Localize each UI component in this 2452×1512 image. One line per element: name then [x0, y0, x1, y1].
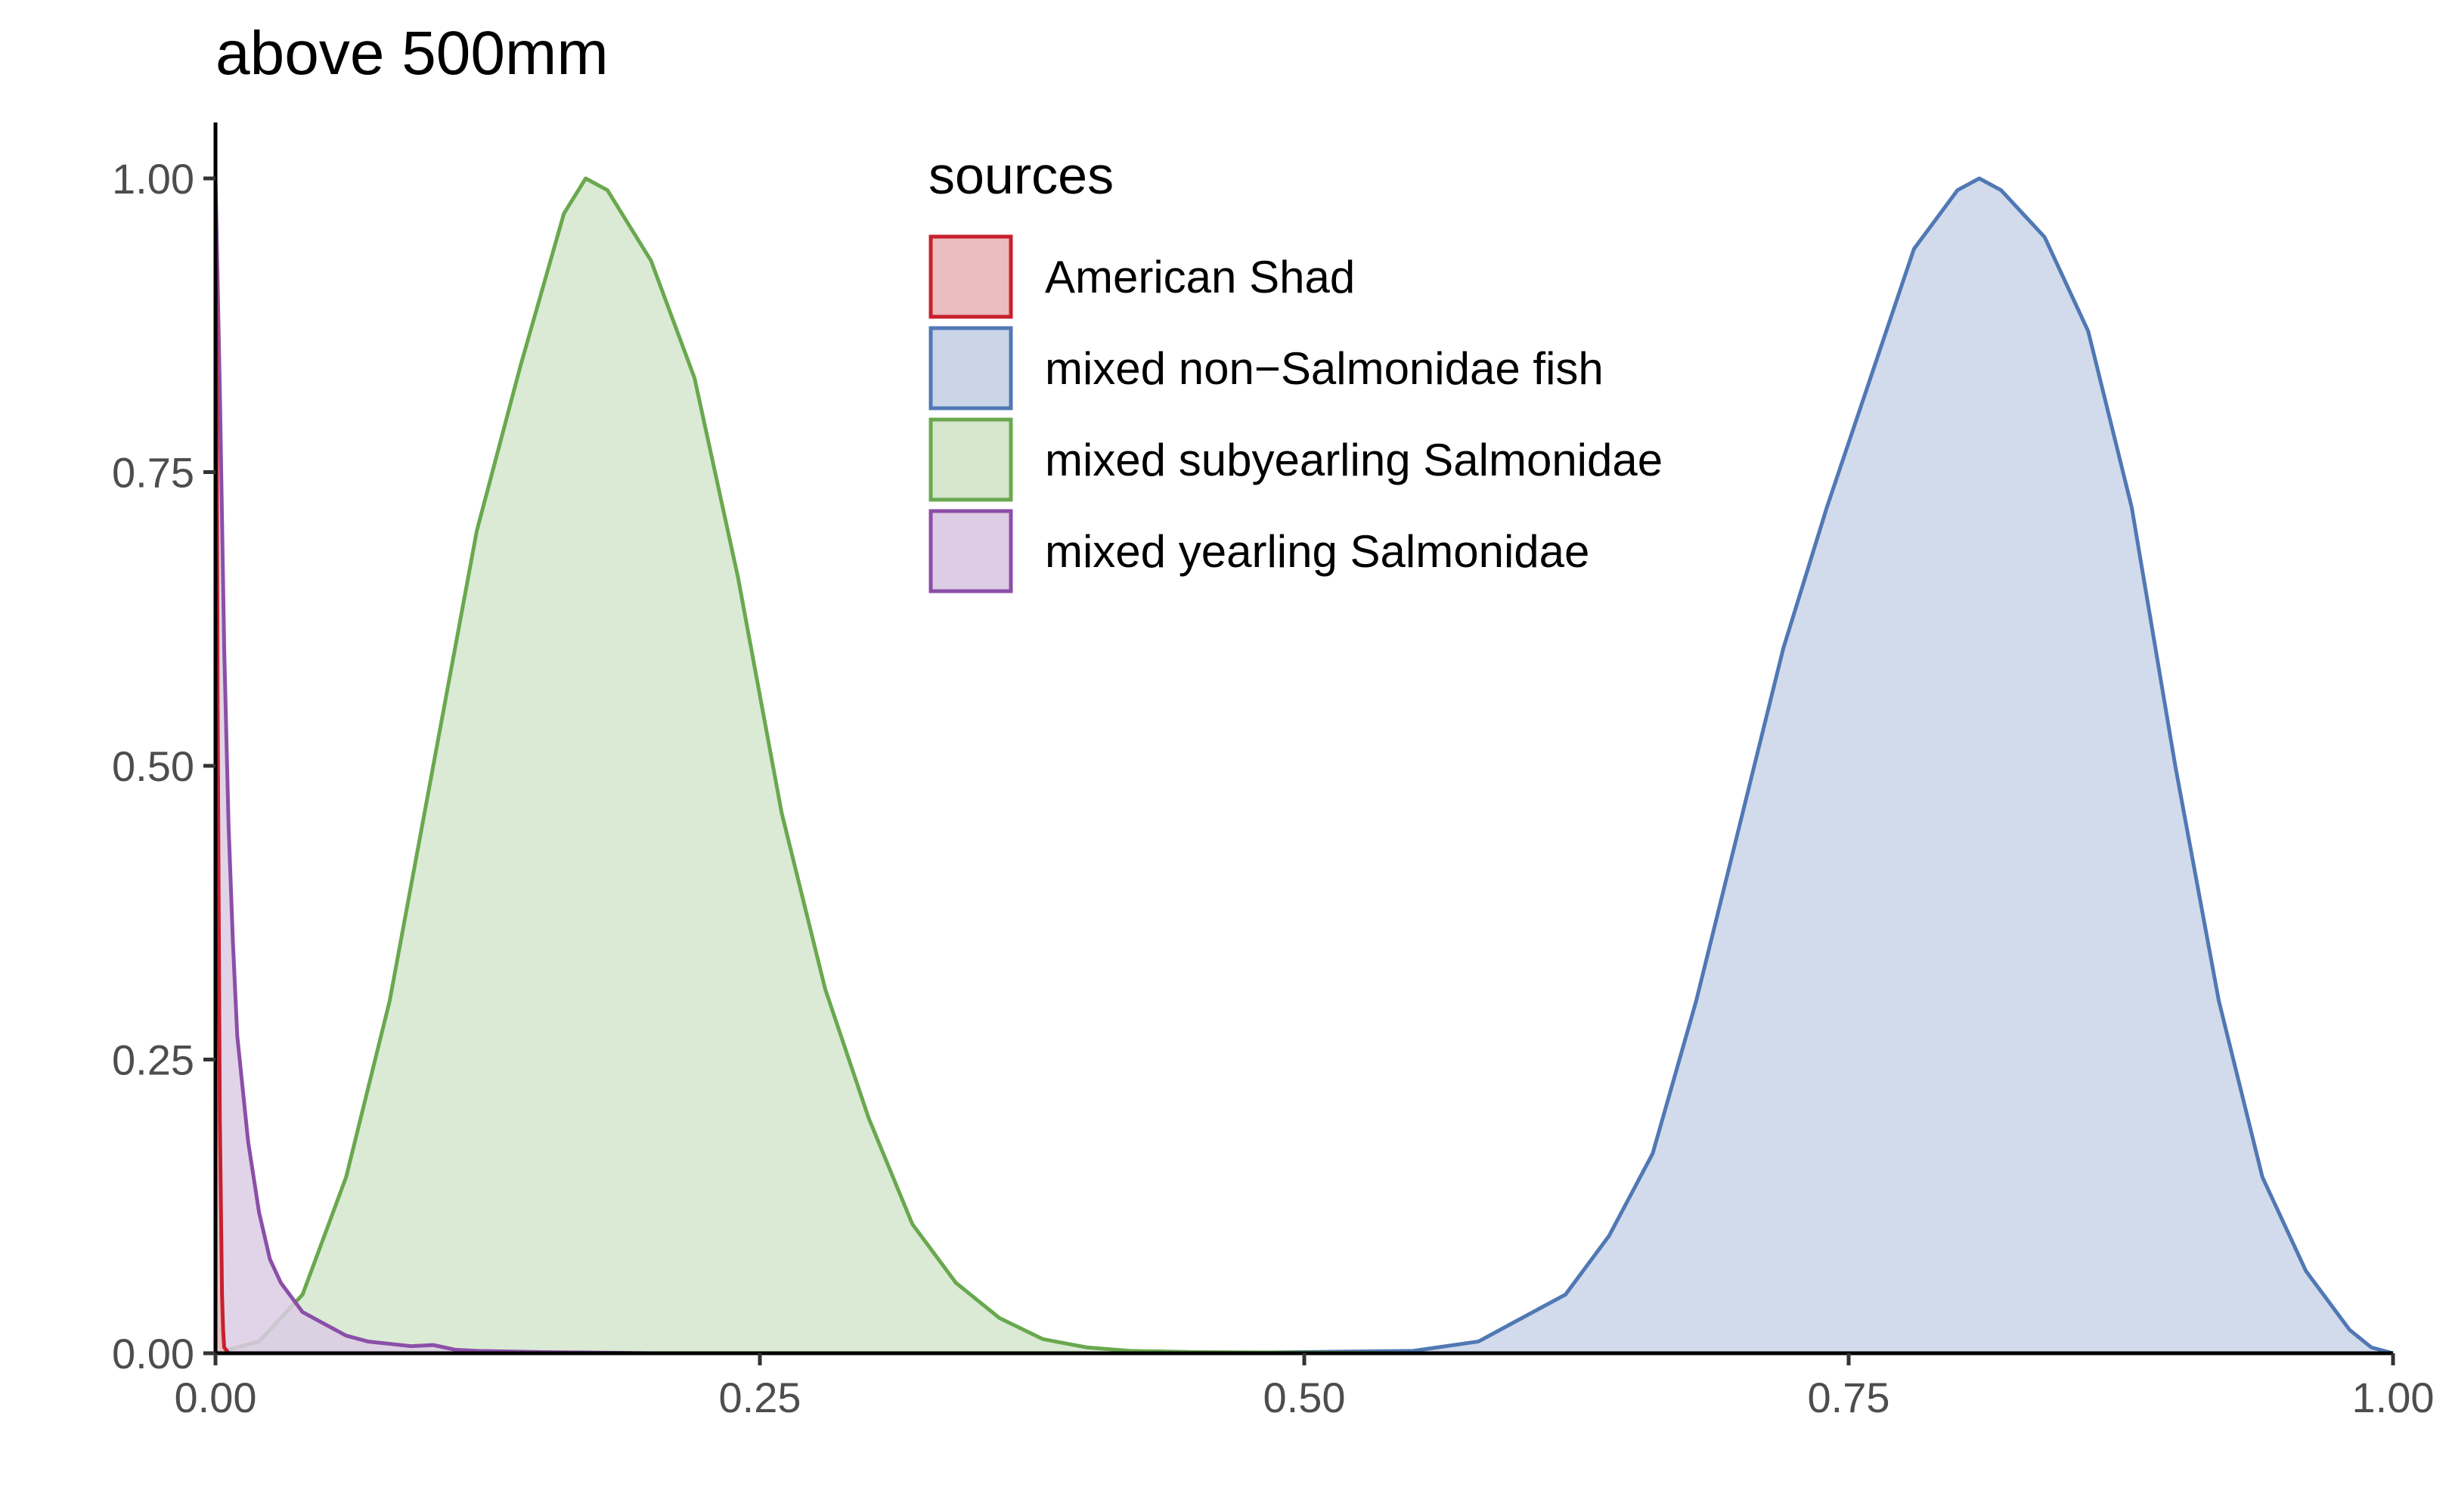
- legend-label-mixed-yearling-salmonidae: mixed yearling Salmonidae: [1045, 526, 1589, 577]
- y-tick-label: 1.00: [112, 155, 194, 203]
- y-tick-label: 0.25: [112, 1036, 194, 1084]
- x-tick-label: 1.00: [2352, 1374, 2435, 1421]
- area-mixed-non-salmonidae-fish: [1195, 178, 2393, 1353]
- legend-label-american-shad: American Shad: [1045, 252, 1355, 302]
- legend-key-mixed-non-salmonidae-fish: [928, 326, 1013, 411]
- legend-label-mixed-subyearling-salmonidae: mixed subyearling Salmonidae: [1045, 435, 1663, 485]
- x-tick-label: 0.00: [175, 1374, 257, 1421]
- line-mixed-yearling-salmonidae: [213, 178, 652, 1356]
- line-mixed-non-salmonidae-fish: [1195, 176, 2394, 1356]
- y-tick-label: 0.00: [112, 1330, 194, 1377]
- axes: 0.00 0.25 0.50 0.75 1.00 0.00 0.25 0.50 0.75 1.00: [112, 122, 2435, 1421]
- legend-title: sources: [928, 146, 1114, 205]
- y-tick-label: 0.50: [112, 742, 194, 790]
- x-tick-label: 0.50: [1263, 1374, 1346, 1421]
- area-mixed-subyearling-salmonidae: [215, 178, 1413, 1353]
- legend-key-mixed-yearling-salmonidae: [928, 509, 1013, 593]
- x-tick-label: 0.75: [1808, 1374, 1890, 1421]
- x-tick-label: 0.25: [719, 1374, 801, 1421]
- legend: sources American Shad mixed non−Salmonida…: [928, 146, 1663, 593]
- legend-key-american-shad: [928, 234, 1013, 319]
- y-tick-label: 0.75: [112, 449, 194, 497]
- legend-label-mixed-non-salmonidae-fish: mixed non−Salmonidae fish: [1045, 343, 1604, 394]
- line-mixed-subyearling-salmonidae: [215, 176, 1414, 1356]
- area-mixed-yearling-salmonidae: [215, 178, 651, 1353]
- legend-key-mixed-subyearling-salmonidae: [928, 417, 1013, 502]
- chart-title: above 500mm: [215, 19, 609, 88]
